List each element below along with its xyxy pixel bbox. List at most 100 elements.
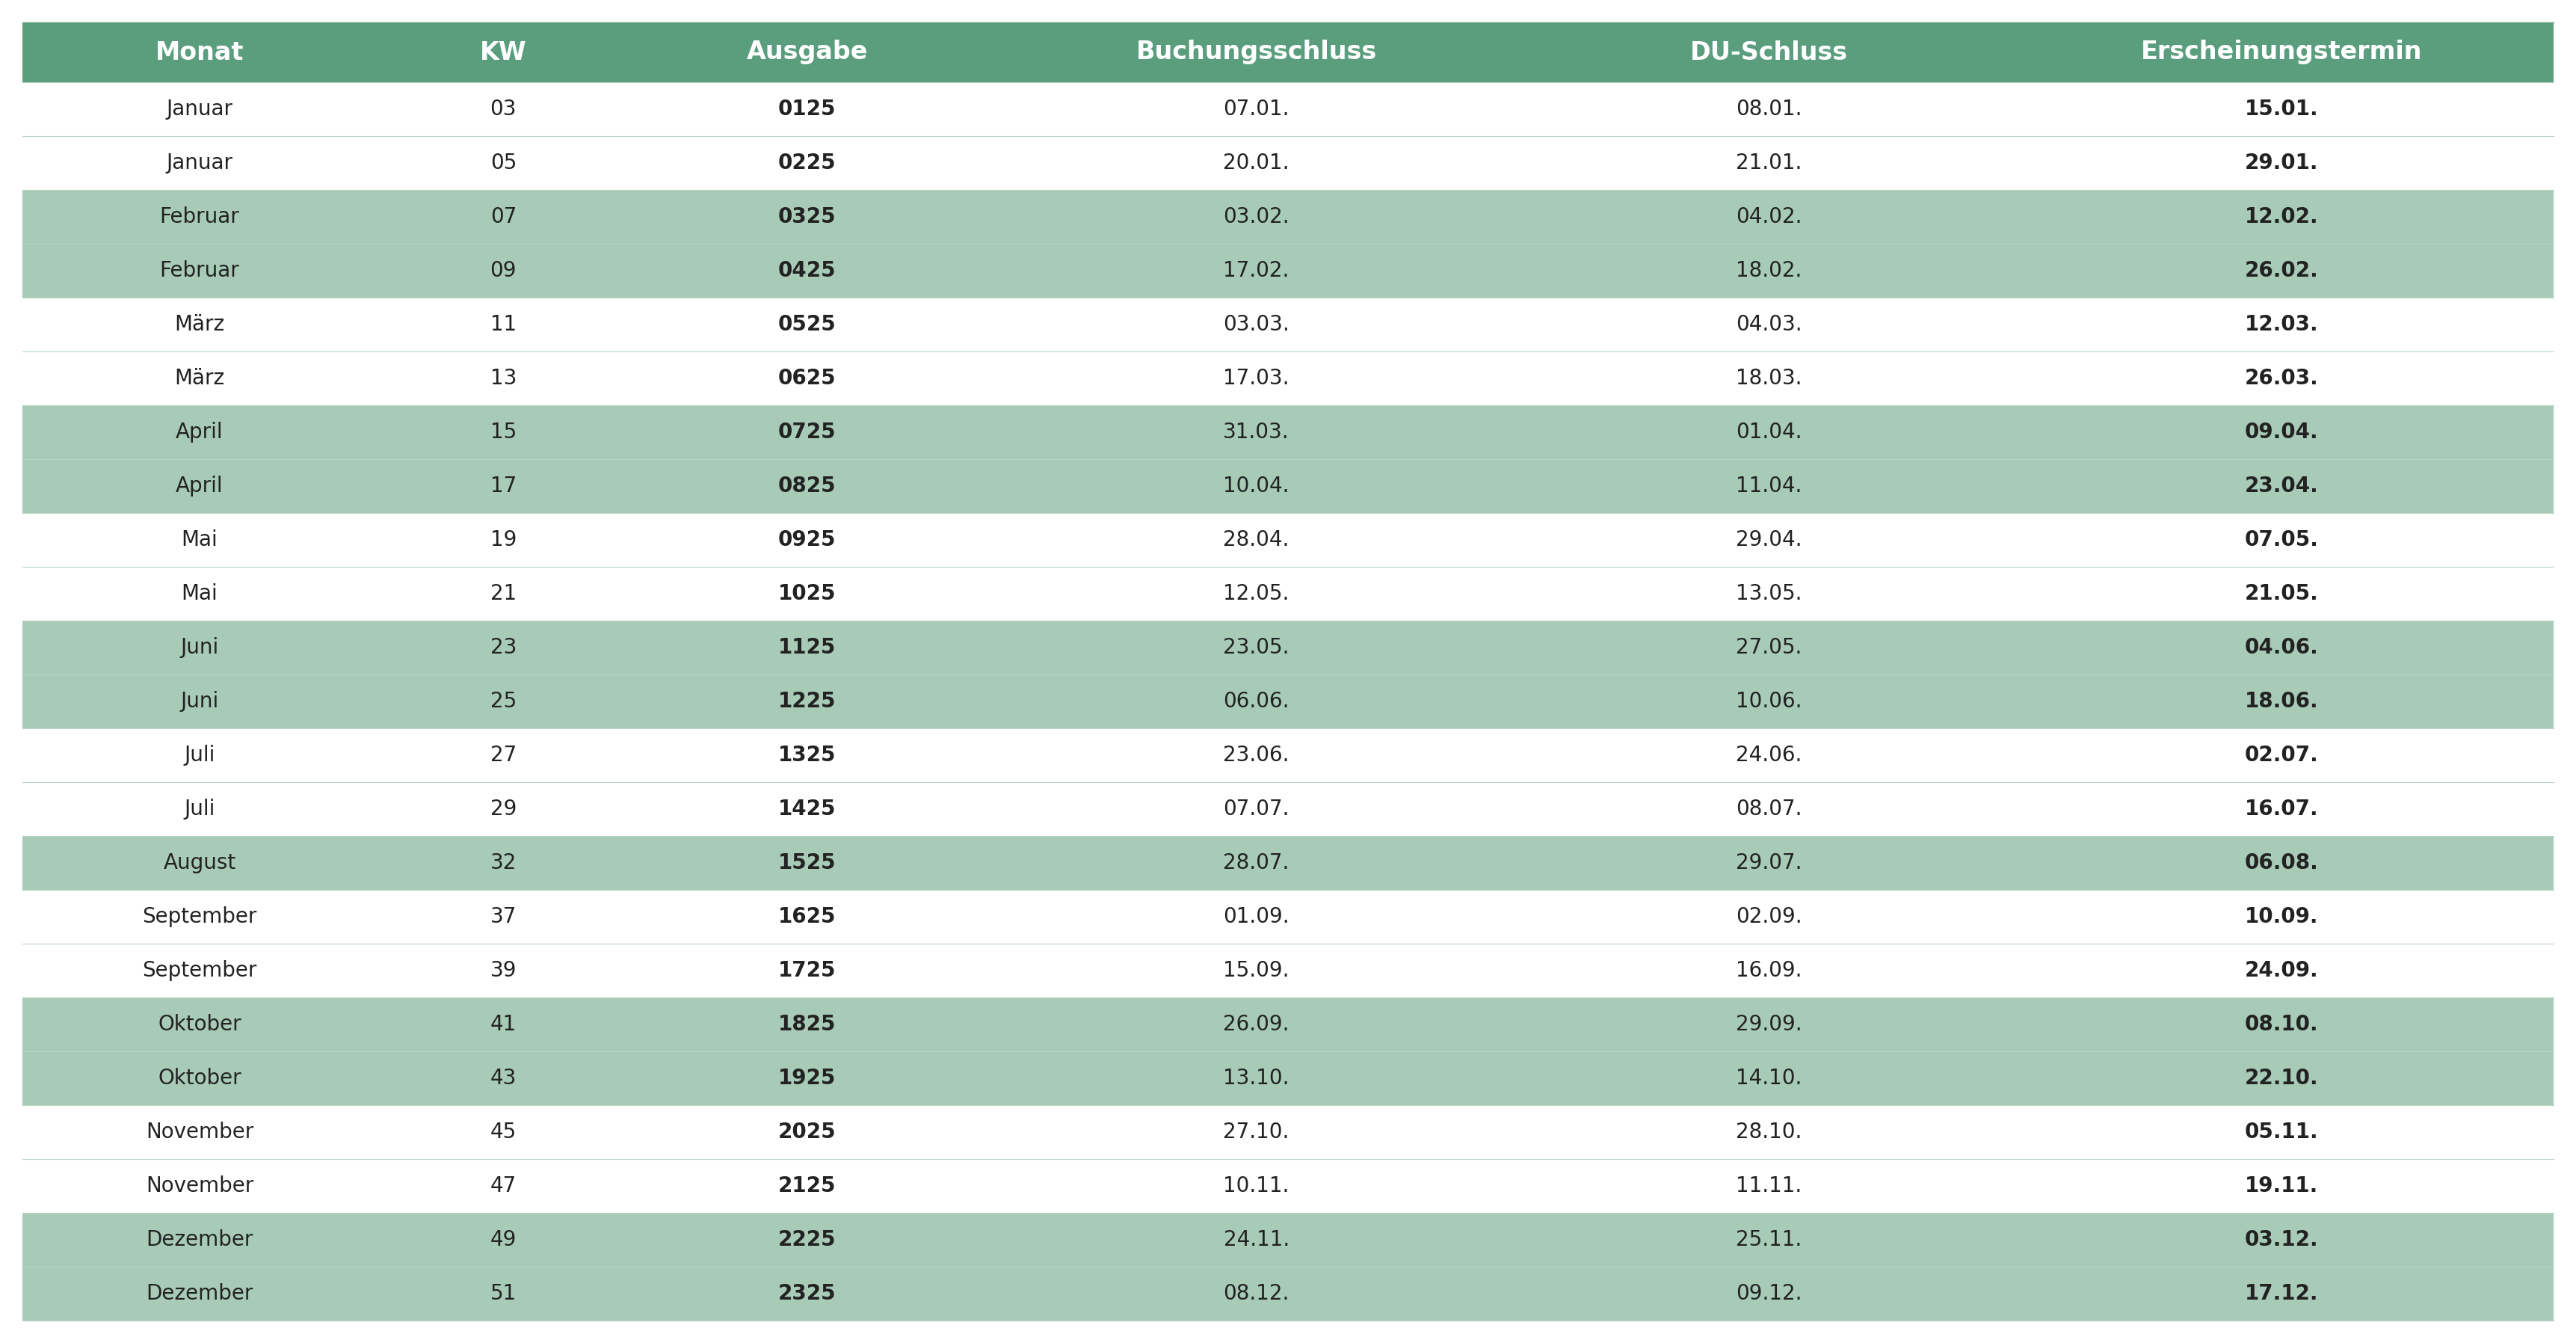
Text: 15.09.: 15.09. bbox=[1224, 960, 1291, 981]
Text: 07: 07 bbox=[489, 206, 518, 228]
Text: 09: 09 bbox=[489, 261, 518, 281]
Text: 10.11.: 10.11. bbox=[1224, 1175, 1291, 1197]
Text: KW: KW bbox=[479, 40, 528, 65]
Text: 2225: 2225 bbox=[778, 1230, 837, 1250]
Text: November: November bbox=[147, 1175, 252, 1197]
Text: 2025: 2025 bbox=[778, 1122, 837, 1142]
Text: 18.03.: 18.03. bbox=[1736, 367, 1803, 389]
Text: 29.07.: 29.07. bbox=[1736, 852, 1803, 873]
Text: 20.01.: 20.01. bbox=[1224, 153, 1291, 173]
Text: 02.07.: 02.07. bbox=[2244, 745, 2318, 765]
Bar bbox=[23, 83, 2553, 136]
Text: 03.12.: 03.12. bbox=[2244, 1230, 2318, 1250]
Text: September: September bbox=[142, 960, 258, 981]
Text: 07.01.: 07.01. bbox=[1224, 98, 1291, 120]
Text: 41: 41 bbox=[489, 1014, 518, 1036]
Text: Oktober: Oktober bbox=[157, 1067, 242, 1089]
Text: 1025: 1025 bbox=[778, 583, 837, 604]
Text: 0525: 0525 bbox=[778, 314, 837, 335]
Text: 08.07.: 08.07. bbox=[1736, 799, 1803, 820]
Bar bbox=[23, 351, 2553, 405]
Text: 23.06.: 23.06. bbox=[1224, 745, 1291, 765]
Text: 0225: 0225 bbox=[778, 153, 837, 173]
Text: Juli: Juli bbox=[183, 799, 214, 820]
Text: Februar: Februar bbox=[160, 261, 240, 281]
Text: 15.01.: 15.01. bbox=[2244, 98, 2318, 120]
Text: 26.02.: 26.02. bbox=[2244, 261, 2318, 281]
Text: 49: 49 bbox=[489, 1230, 518, 1250]
Text: 07.05.: 07.05. bbox=[2244, 530, 2318, 550]
Text: 0425: 0425 bbox=[778, 261, 837, 281]
Text: 43: 43 bbox=[489, 1067, 518, 1089]
Bar bbox=[23, 459, 2553, 512]
Text: 05: 05 bbox=[489, 153, 518, 173]
Text: 08.01.: 08.01. bbox=[1736, 98, 1803, 120]
Text: Januar: Januar bbox=[167, 98, 232, 120]
Text: Dezember: Dezember bbox=[147, 1283, 252, 1304]
Text: 1825: 1825 bbox=[778, 1014, 837, 1036]
Text: 1725: 1725 bbox=[778, 960, 837, 981]
Bar bbox=[23, 190, 2553, 244]
Text: 04.02.: 04.02. bbox=[1736, 206, 1803, 228]
Text: 2125: 2125 bbox=[778, 1175, 837, 1197]
Text: 0325: 0325 bbox=[778, 206, 837, 228]
Text: März: März bbox=[175, 367, 224, 389]
Text: 07.07.: 07.07. bbox=[1224, 799, 1291, 820]
Text: 10.06.: 10.06. bbox=[1736, 691, 1803, 712]
Text: 39: 39 bbox=[489, 960, 518, 981]
Text: 29.09.: 29.09. bbox=[1736, 1014, 1803, 1036]
Text: 10.09.: 10.09. bbox=[2244, 906, 2318, 928]
Text: 09.12.: 09.12. bbox=[1736, 1283, 1803, 1304]
Text: 0825: 0825 bbox=[778, 475, 837, 496]
Text: 17.03.: 17.03. bbox=[1224, 367, 1291, 389]
Text: DU-Schluss: DU-Schluss bbox=[1690, 40, 1847, 65]
Bar bbox=[631, 23, 984, 83]
Text: 45: 45 bbox=[489, 1122, 518, 1142]
Text: Februar: Februar bbox=[160, 206, 240, 228]
Text: 03: 03 bbox=[489, 98, 518, 120]
Bar bbox=[23, 836, 2553, 890]
Bar bbox=[23, 1105, 2553, 1159]
Text: 18.06.: 18.06. bbox=[2244, 691, 2318, 712]
Text: 17.02.: 17.02. bbox=[1224, 261, 1291, 281]
Text: 27.05.: 27.05. bbox=[1736, 638, 1803, 658]
Text: 13.05.: 13.05. bbox=[1736, 583, 1803, 604]
Bar bbox=[23, 675, 2553, 728]
Text: 31.03.: 31.03. bbox=[1224, 422, 1291, 443]
Text: April: April bbox=[175, 475, 224, 496]
Bar bbox=[376, 23, 631, 83]
Bar bbox=[984, 23, 1528, 83]
Text: 27: 27 bbox=[489, 745, 518, 765]
Text: September: September bbox=[142, 906, 258, 928]
Text: 0625: 0625 bbox=[778, 367, 837, 389]
Text: 24.09.: 24.09. bbox=[2244, 960, 2318, 981]
Bar bbox=[2009, 23, 2553, 83]
Text: 1925: 1925 bbox=[778, 1067, 837, 1089]
Text: 1125: 1125 bbox=[778, 638, 837, 658]
Text: 06.06.: 06.06. bbox=[1224, 691, 1291, 712]
Text: 1425: 1425 bbox=[778, 799, 837, 820]
Text: 02.09.: 02.09. bbox=[1736, 906, 1803, 928]
Bar bbox=[23, 997, 2553, 1051]
Text: 17.12.: 17.12. bbox=[2244, 1283, 2318, 1304]
Bar bbox=[23, 1213, 2553, 1267]
Text: 21.05.: 21.05. bbox=[2244, 583, 2318, 604]
Text: Oktober: Oktober bbox=[157, 1014, 242, 1036]
Text: 12.02.: 12.02. bbox=[2244, 206, 2318, 228]
Text: 23.04.: 23.04. bbox=[2244, 475, 2318, 496]
Text: 10.04.: 10.04. bbox=[1224, 475, 1291, 496]
Text: 37: 37 bbox=[489, 906, 518, 928]
Text: 0925: 0925 bbox=[778, 530, 837, 550]
Bar bbox=[23, 728, 2553, 783]
Bar bbox=[23, 136, 2553, 190]
Bar bbox=[23, 1267, 2553, 1320]
Text: 1625: 1625 bbox=[778, 906, 837, 928]
Text: 22.10.: 22.10. bbox=[2244, 1067, 2318, 1089]
Text: 26.03.: 26.03. bbox=[2244, 367, 2318, 389]
Text: 1325: 1325 bbox=[778, 745, 837, 765]
Text: Januar: Januar bbox=[167, 153, 232, 173]
Text: 01.09.: 01.09. bbox=[1224, 906, 1291, 928]
Text: Dezember: Dezember bbox=[147, 1230, 252, 1250]
Text: April: April bbox=[175, 422, 224, 443]
Text: Juni: Juni bbox=[180, 638, 219, 658]
